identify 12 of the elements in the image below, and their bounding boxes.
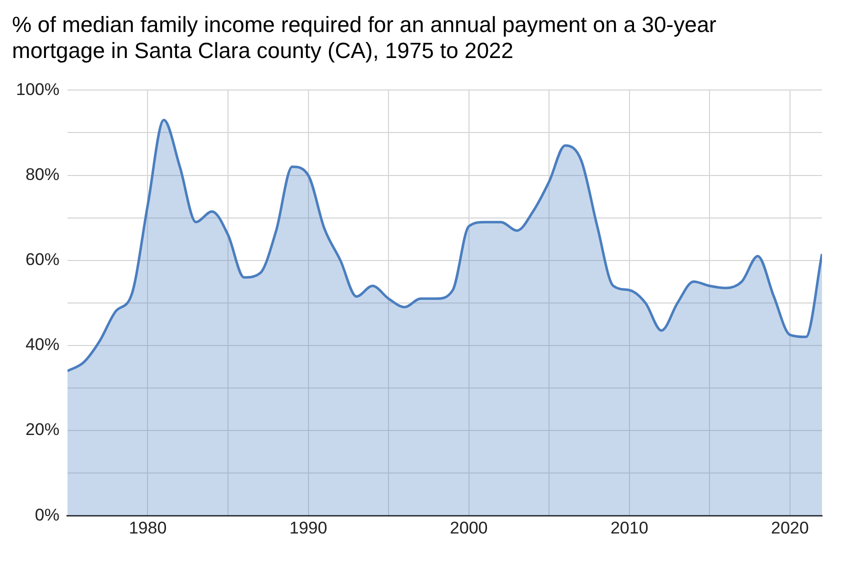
y-tick-label: 100% (16, 80, 60, 99)
x-tick-label: 1980 (128, 518, 167, 538)
y-tick-label: 20% (25, 420, 60, 440)
y-tick-label: 80% (25, 164, 60, 184)
y-tick-label: 40% (25, 335, 60, 354)
y-tick-label: 60% (25, 250, 60, 270)
y-tick-label: 0% (34, 505, 60, 524)
x-tick-label: 1990 (289, 518, 328, 538)
x-tick-label: 2020 (770, 518, 809, 538)
x-tick-label: 2010 (610, 518, 648, 538)
chart-title: % of median family income required for an annual payment on a 30-year mortgage in Santa Clara county (CA), 1975 to 2022 (11, 11, 718, 65)
x-tick-label: 2000 (450, 518, 488, 538)
